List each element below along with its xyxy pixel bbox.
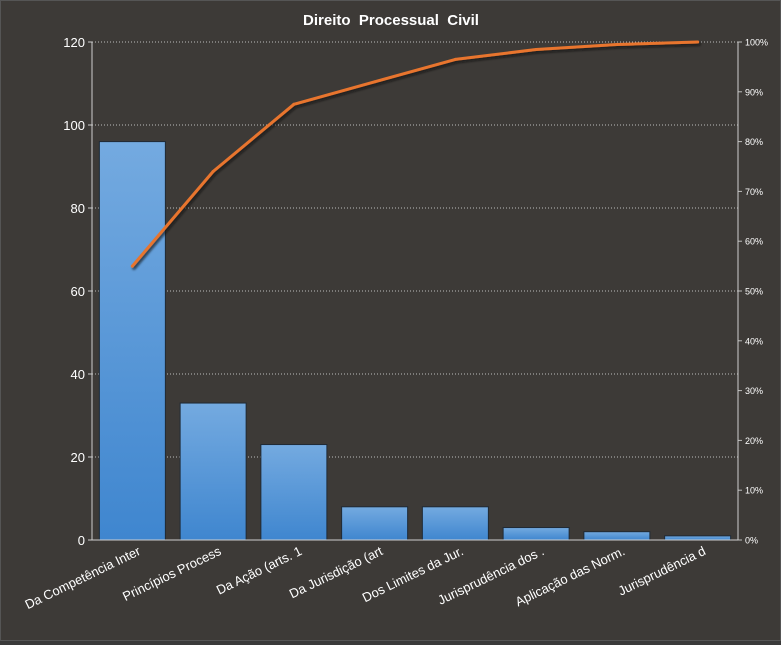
bar [502,527,570,541]
bar [664,535,732,541]
y2-tick-label: 50% [745,287,763,297]
y2-tick-label: 20% [745,436,763,446]
line-point [130,264,134,268]
y2-tick-label: 80% [745,137,763,147]
y2-tick-label: 60% [745,237,763,247]
y2-tick-label: 0% [745,536,758,546]
bar [583,531,651,541]
bar [179,402,247,541]
line-point [615,42,619,46]
y2-tick-label: 10% [745,486,763,496]
line-point [696,40,700,44]
y2-tick-label: 40% [745,336,763,346]
bar [421,506,489,541]
line-point [292,102,296,106]
y-tick-label: 80 [71,201,85,216]
y2-tick-label: 100% [745,38,768,48]
cumulative-line-series [130,40,700,268]
x-tick-label: Jurisprudência d [616,543,708,598]
bar [341,506,409,541]
y2-tick-label: 90% [745,87,763,97]
y-tick-label: 0 [78,533,85,548]
gridlines [92,41,738,458]
cumulative-line [130,40,700,268]
line-point [373,80,377,84]
y-tick-label: 120 [63,35,85,50]
y-tick-label: 100 [63,118,85,133]
y-tick-label: 20 [71,450,85,465]
bar-series [98,141,732,541]
y-tick-label: 40 [71,367,85,382]
bar [98,141,166,541]
y-tick-label: 60 [71,284,85,299]
line-point [534,47,538,51]
y2-tick-label: 30% [745,386,763,396]
line-point [211,169,215,173]
chart-title: Direito Processual Civil [303,12,479,29]
y2-tick-label: 70% [745,187,763,197]
line-point [453,57,457,61]
bar [260,444,328,541]
